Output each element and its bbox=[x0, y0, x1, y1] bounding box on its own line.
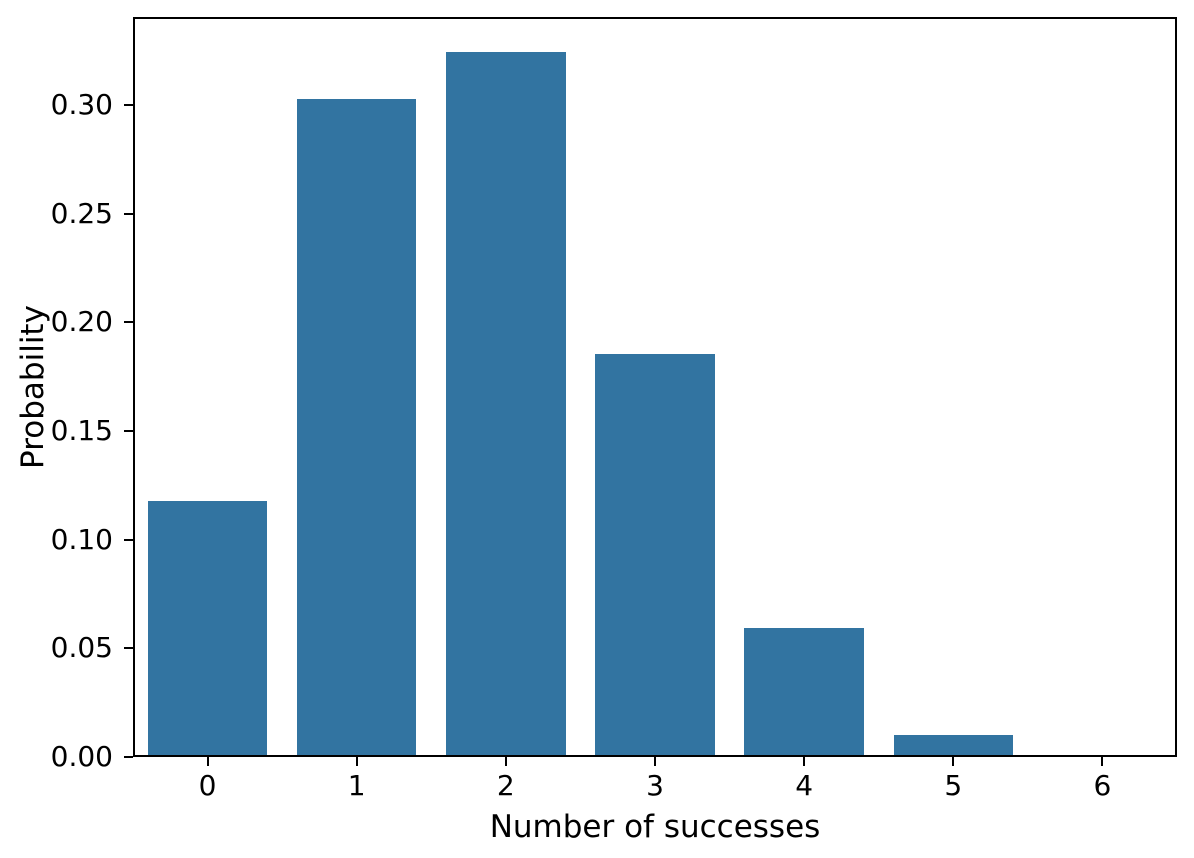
y-tick bbox=[124, 212, 133, 215]
x-tick-label: 0 bbox=[198, 769, 217, 802]
y-tick bbox=[124, 756, 133, 758]
y-tick-label: 0.10 bbox=[50, 522, 113, 556]
x-tick-label: 3 bbox=[646, 769, 664, 802]
x-tick bbox=[1101, 757, 1104, 766]
x-tick-label: 4 bbox=[795, 769, 814, 802]
y-tick bbox=[124, 103, 133, 106]
x-tick bbox=[206, 757, 209, 766]
plot-area bbox=[133, 17, 1177, 757]
bars-layer bbox=[133, 17, 1177, 757]
y-tick-label: 0.30 bbox=[50, 87, 113, 121]
x-tick bbox=[355, 757, 358, 766]
y-tick bbox=[124, 429, 133, 432]
y-tick bbox=[124, 647, 133, 650]
x-tick bbox=[803, 757, 806, 766]
x-tick-label: 6 bbox=[1093, 769, 1112, 802]
y-tick-label: 0.20 bbox=[50, 305, 113, 339]
y-tick-label: 0.15 bbox=[50, 413, 113, 447]
x-tick bbox=[504, 757, 507, 766]
bar-0 bbox=[147, 501, 268, 757]
x-axis-label: Number of successes bbox=[489, 809, 821, 845]
bar-1 bbox=[297, 99, 417, 757]
x-tick-label: 2 bbox=[496, 769, 515, 802]
bar-3 bbox=[595, 354, 715, 757]
y-tick bbox=[124, 538, 133, 541]
y-tick-label: 0.25 bbox=[50, 196, 113, 230]
bar-5 bbox=[893, 734, 1013, 757]
bar-2 bbox=[446, 52, 566, 757]
x-tick bbox=[654, 757, 656, 766]
x-tick-label: 1 bbox=[347, 769, 366, 802]
y-tick bbox=[124, 321, 133, 324]
y-tick-label: 0.00 bbox=[50, 740, 113, 773]
x-tick-label: 5 bbox=[944, 769, 963, 802]
bar-4 bbox=[744, 627, 864, 757]
x-tick bbox=[952, 757, 955, 766]
y-tick-label: 0.05 bbox=[50, 631, 113, 665]
